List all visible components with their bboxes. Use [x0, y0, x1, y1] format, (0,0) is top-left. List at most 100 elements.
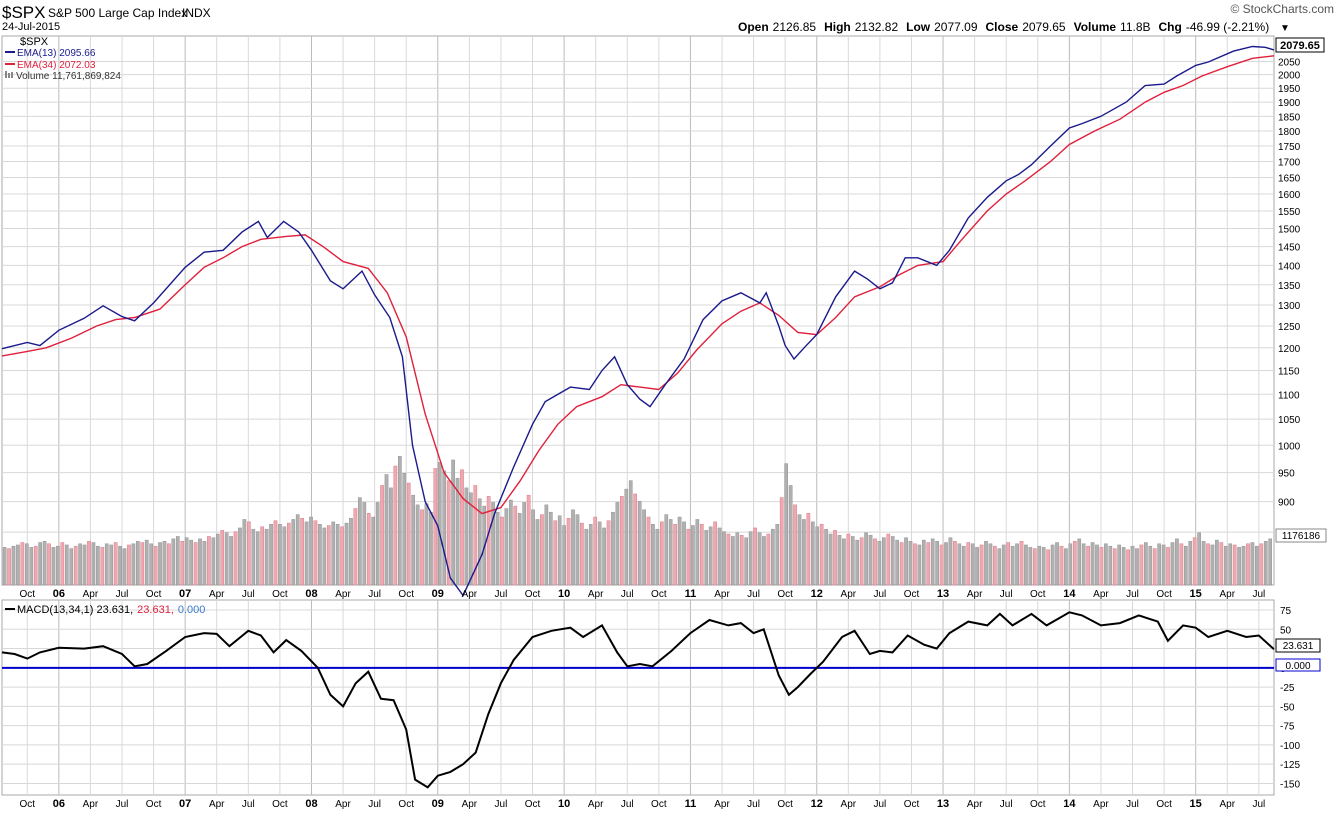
macd-y-tick: -25 [1280, 683, 1295, 694]
volume-bar [588, 524, 593, 586]
volume-bar [744, 537, 749, 586]
macd-x-tick: Oct [777, 799, 793, 810]
volume-bar [877, 541, 882, 586]
macd-x-tick: Jul [621, 799, 634, 810]
volume-bar [500, 516, 504, 586]
volume-bar [25, 543, 29, 586]
volume-bar [1161, 544, 1166, 586]
volume-bar [446, 480, 451, 586]
price-x-tick: 13 [937, 588, 949, 600]
chg-arrow-icon[interactable]: ▼ [1280, 23, 1290, 34]
volume-bar [1104, 543, 1108, 586]
volume-bar [646, 516, 651, 586]
volume-bar [815, 526, 820, 586]
volume-bar [708, 526, 713, 586]
volume-bar [486, 496, 491, 586]
volume-bar [1046, 549, 1050, 586]
volume-bar [402, 473, 407, 586]
volume-bar [1144, 542, 1148, 586]
price-y-tick: 1950 [1278, 84, 1301, 95]
volume-bar [331, 521, 336, 586]
price-x-tick: 15 [1190, 588, 1202, 600]
volume-bar [988, 543, 993, 586]
volume-bar [224, 532, 229, 586]
price-y-tick: 1550 [1278, 207, 1301, 218]
price-y-tick: 1650 [1278, 174, 1301, 185]
volume-bar [429, 511, 433, 586]
volume-bar [113, 542, 118, 586]
volume-bar [824, 528, 828, 586]
volume-bar [91, 542, 96, 586]
macd-x-tick: Jul [1252, 799, 1265, 810]
volume-bar [668, 519, 673, 586]
volume-bar [766, 533, 771, 586]
volume-bar [260, 526, 264, 586]
volume-bar [1263, 541, 1268, 586]
ohlc-readout: Open 2126.85 High 2132.82 Low 2077.09 Close 207… [738, 20, 1290, 34]
volume-bar [56, 545, 60, 586]
volume-bar [455, 477, 460, 586]
volume-bar [544, 504, 549, 586]
price-y-tick: 2000 [1278, 71, 1301, 82]
price-y-tick: 1450 [1278, 243, 1301, 254]
volume-bar [1015, 543, 1019, 586]
price-x-tick: 12 [811, 588, 823, 600]
volume-bar [2, 547, 7, 586]
price-y-tick: 1250 [1278, 322, 1301, 333]
low-value: 2077.09 [934, 20, 978, 34]
brand-label: © StockCharts.com [1230, 2, 1334, 16]
volume-bar [620, 496, 624, 586]
high-label: High [824, 20, 851, 34]
macd-x-tick: 13 [937, 798, 949, 810]
volume-bar [282, 526, 287, 586]
price-y-tick: 1850 [1278, 112, 1301, 123]
volume-bar [895, 539, 899, 586]
volume-bar [340, 526, 344, 586]
open-value: 2126.85 [773, 20, 817, 34]
macd-x-tick: 10 [558, 798, 570, 810]
macd-x-tick: Jul [1000, 799, 1013, 810]
zero-value-tag: 0.000 [1275, 658, 1321, 672]
volume-bar [1112, 548, 1117, 586]
volume-bar [215, 533, 220, 586]
volume-bar [242, 519, 247, 586]
volume-bar [73, 545, 78, 586]
macd-y-tick: -50 [1280, 702, 1295, 713]
price-x-tick: Jul [1252, 589, 1265, 600]
macd-x-tick: 06 [53, 798, 65, 810]
volume-bar [935, 541, 939, 586]
volume-bar [748, 531, 753, 586]
macd-y-tick: -150 [1280, 779, 1300, 790]
volume-bar [1250, 542, 1255, 586]
macd-x-tick: Jul [242, 799, 255, 810]
volume-bar [47, 543, 51, 586]
volume-bar [717, 527, 722, 586]
volume-bar [371, 516, 376, 586]
price-y-tick: 1500 [1278, 224, 1301, 235]
macd-x-tick: Oct [1156, 799, 1172, 810]
volume-bar [886, 533, 891, 586]
volume-bar [1232, 544, 1237, 586]
volume-bar [1086, 545, 1090, 586]
volume-bar [771, 528, 775, 586]
volume-bar [1268, 538, 1273, 586]
macd-x-tick: Jul [873, 799, 886, 810]
volume-bar [131, 543, 136, 586]
volume-bar [673, 524, 677, 586]
price-x-tick: 06 [53, 588, 65, 600]
volume-bar [1241, 545, 1246, 586]
chg-label: Chg [1159, 20, 1182, 34]
price-x-tick: Jul [873, 589, 886, 600]
volume-bar [122, 548, 127, 586]
volume-bar [606, 520, 611, 586]
volume-bar [96, 545, 100, 586]
price-axis: 8509009501000105011001150120012501300135… [1278, 57, 1301, 539]
volume-bar [908, 541, 913, 586]
exchange-label: INDX [182, 6, 211, 20]
price-x-tick: Oct [904, 589, 920, 600]
price-x-tick: Apr [841, 589, 857, 600]
volume-bar [1175, 538, 1179, 586]
volume-bar [1170, 542, 1175, 586]
volume-bar [939, 544, 944, 586]
volume-bar [637, 501, 642, 586]
